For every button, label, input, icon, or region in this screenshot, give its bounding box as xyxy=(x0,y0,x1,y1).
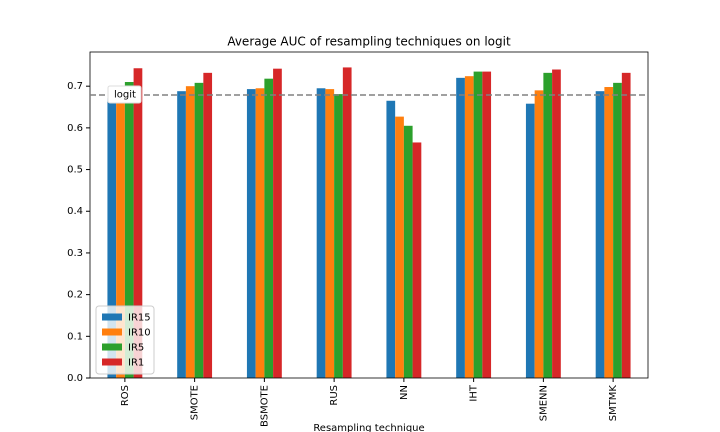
y-tick-label: 0.1 xyxy=(67,331,83,342)
y-tick-label: 0.6 xyxy=(67,123,83,134)
annotation-box xyxy=(107,85,142,104)
x-tick-label: SMOTE xyxy=(190,385,201,420)
bar xyxy=(412,142,422,378)
bar xyxy=(273,68,282,378)
legend-box xyxy=(95,305,155,375)
bar xyxy=(604,87,614,378)
y-tick-label: 0.2 xyxy=(67,290,83,301)
bar xyxy=(316,88,326,378)
bar xyxy=(464,76,474,379)
x-tick-label: BSMOTE xyxy=(259,385,270,427)
bar xyxy=(124,82,134,378)
bar xyxy=(116,102,125,378)
bar xyxy=(386,100,396,378)
bar xyxy=(194,82,204,378)
bar xyxy=(325,89,335,379)
legend-label: IR1 xyxy=(128,358,144,369)
x-tick-label: NN xyxy=(399,385,410,400)
y-tick-label: 0.7 xyxy=(67,81,83,92)
x-tick-label: RUS xyxy=(329,385,340,406)
x-tick-label: ROS xyxy=(120,385,131,406)
legend-swatch xyxy=(102,343,122,351)
bar xyxy=(133,68,143,379)
bar xyxy=(185,86,195,378)
x-tick-label: SMTMK xyxy=(608,385,619,422)
bar xyxy=(482,71,492,378)
annotation: logit xyxy=(114,89,136,100)
legend-swatch xyxy=(102,313,122,321)
y-tick-label: 0.0 xyxy=(67,373,83,384)
y-tick-label: 0.4 xyxy=(67,206,83,217)
bar xyxy=(395,116,404,379)
bar xyxy=(473,71,483,378)
legend-swatch xyxy=(102,358,122,366)
bar xyxy=(543,72,553,378)
bar xyxy=(534,90,544,379)
bar xyxy=(595,91,605,378)
bar xyxy=(403,125,413,379)
bar xyxy=(334,94,343,378)
y-tick-label: 0.5 xyxy=(67,165,83,176)
y-tick-label: 0.3 xyxy=(67,248,83,259)
bar xyxy=(203,72,213,378)
legend-label: IR15 xyxy=(128,313,151,324)
bar xyxy=(246,89,256,379)
bar xyxy=(342,67,352,378)
legend-label: IR5 xyxy=(128,343,144,354)
bar xyxy=(177,91,186,378)
bar xyxy=(456,77,465,378)
bar xyxy=(107,98,117,379)
bar xyxy=(621,72,631,378)
x-tick-label: SMENN xyxy=(538,385,549,421)
chart-title: Average AUC of resampling techniques on … xyxy=(227,35,511,49)
bar xyxy=(255,88,265,378)
x-tick-label: IHT xyxy=(469,384,480,401)
legend-swatch xyxy=(102,328,122,336)
plot-frame xyxy=(89,51,649,379)
legend-label: IR10 xyxy=(128,328,151,339)
bar xyxy=(552,69,561,379)
bar xyxy=(264,78,274,379)
x-axis-label: Resampling technique xyxy=(313,423,424,432)
bar xyxy=(525,103,535,379)
bar xyxy=(613,82,622,378)
